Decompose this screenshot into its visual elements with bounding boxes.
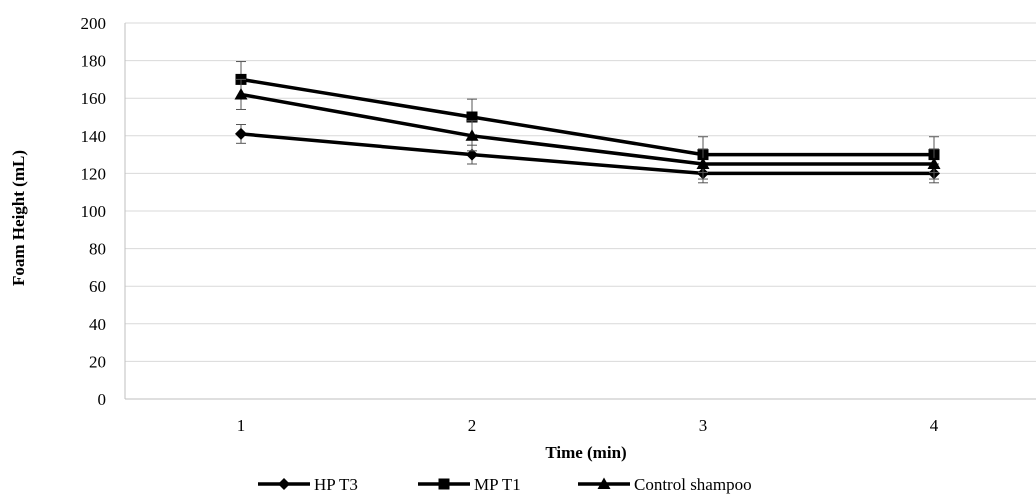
gridlines: [124, 22, 1036, 400]
legend-label-hp-t3: HP T3: [314, 475, 358, 494]
legend: HP T3 MP T1 Control shampoo: [258, 475, 752, 494]
legend-item-control-shampoo: Control shampoo: [578, 475, 752, 494]
y-tick-label-140: 140: [81, 127, 107, 146]
y-tick-label-60: 60: [89, 277, 106, 296]
y-tick-label-200: 200: [81, 14, 107, 33]
series-line-mp-t1: [240, 77, 934, 157]
y-tick-label-40: 40: [89, 315, 106, 334]
y-tick-label-160: 160: [81, 89, 107, 108]
data-point-control-shampoo-2: [465, 129, 479, 141]
x-axis-title: Time (min): [545, 443, 626, 462]
legend-marker-mp-t1: [438, 478, 450, 490]
data-point-control-shampoo-1: [234, 87, 248, 100]
data-point-mp-t1-2: [466, 111, 478, 123]
series-group: [234, 61, 941, 184]
y-axis-title: Foam Height (mL): [9, 150, 28, 286]
series-mp-t1: [235, 61, 940, 173]
y-tick-label-180: 180: [81, 52, 107, 71]
data-point-control-shampoo-4: [927, 157, 941, 169]
y-axis-ticks: 0 20 40 60 80 100 120 140 160 180 200: [81, 14, 107, 409]
legend-label-control-shampoo: Control shampoo: [634, 475, 752, 494]
y-tick-label-120: 120: [81, 164, 107, 183]
y-tick-label-0: 0: [98, 390, 107, 409]
x-axis-ticks: 1 2 3 4: [237, 416, 939, 435]
legend-label-mp-t1: MP T1: [474, 475, 521, 494]
y-tick-label-20: 20: [89, 352, 106, 371]
legend-item-mp-t1: MP T1: [418, 475, 521, 494]
data-point-hp-t3-2: [466, 148, 478, 161]
series-control-shampoo: [234, 78, 941, 180]
legend-marker-control-shampoo: [597, 477, 611, 489]
x-tick-label-4: 4: [930, 416, 939, 435]
y-tick-label-80: 80: [89, 240, 106, 259]
data-point-control-shampoo-3: [696, 157, 710, 169]
series-line-control-shampoo: [240, 92, 934, 166]
legend-item-hp-t3: HP T3: [258, 475, 358, 494]
legend-marker-hp-t3: [278, 478, 290, 490]
data-point-hp-t3-1: [235, 127, 247, 140]
y-tick-label-100: 100: [81, 202, 107, 221]
x-tick-label-1: 1: [237, 416, 246, 435]
series-line-hp-t3: [240, 132, 934, 176]
x-tick-label-3: 3: [699, 416, 708, 435]
x-tick-label-2: 2: [468, 416, 477, 435]
